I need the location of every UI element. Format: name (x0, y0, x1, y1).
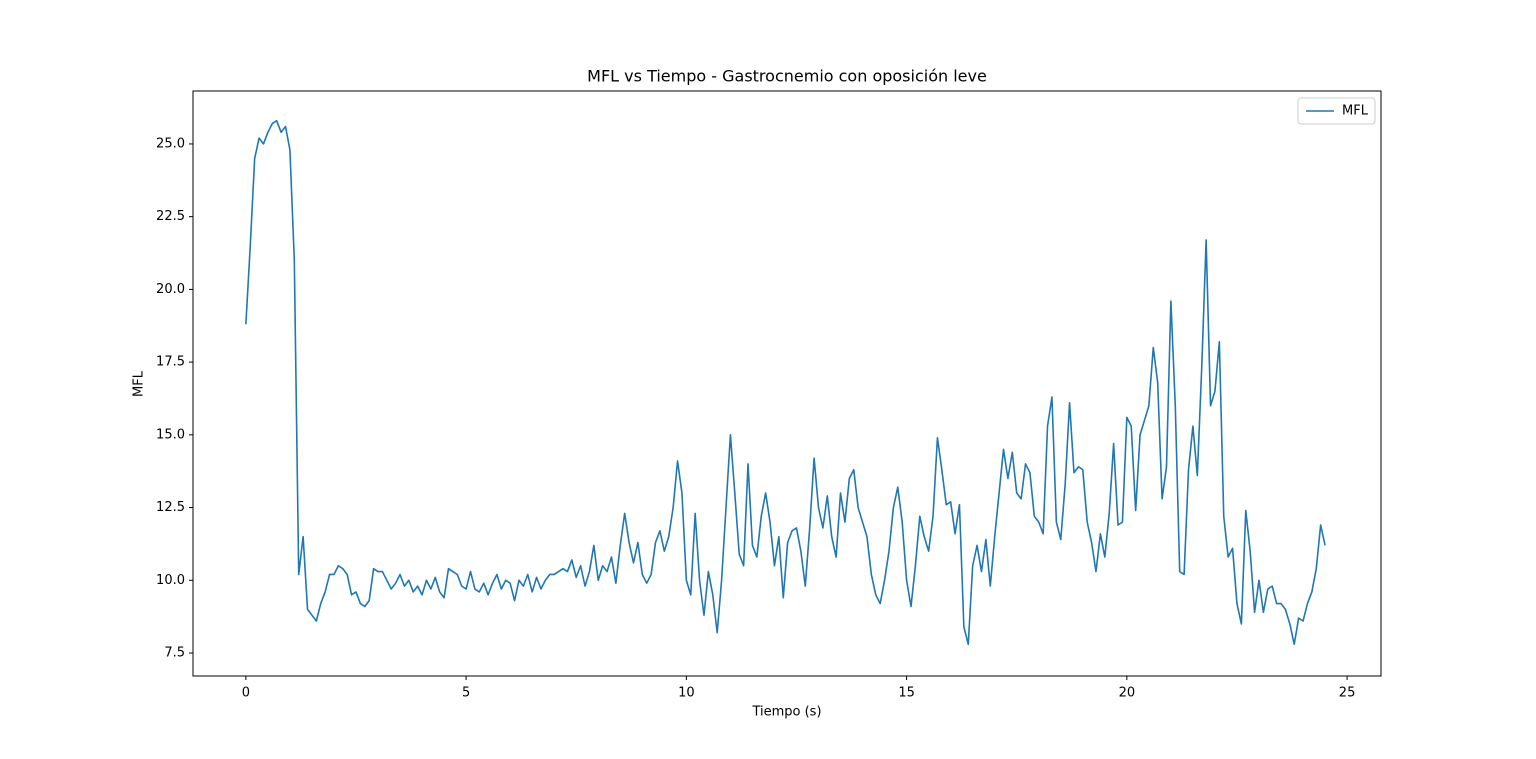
data-line (245, 119, 1326, 646)
y-tick-label: 17.5 (156, 355, 185, 370)
plot-area (245, 119, 1326, 646)
y-tick-label: 15.0 (156, 427, 185, 442)
legend-label: MFL (1342, 104, 1369, 119)
x-tick-label: 0 (242, 686, 250, 701)
chart-title: MFL vs Tiempo - Gastrocnemio con oposici… (587, 67, 987, 86)
y-tick-label: 22.5 (156, 209, 185, 224)
y-axis-label: MFL (132, 370, 147, 397)
y-tick-label: 12.5 (156, 500, 185, 515)
y-tick-label: 10.0 (156, 573, 185, 588)
x-tick-label: 25 (1339, 686, 1356, 701)
x-tick-label: 20 (1119, 686, 1136, 701)
x-axis-label: Tiempo (s) (751, 705, 821, 720)
x-tick-label: 10 (678, 686, 695, 701)
x-tick-label: 5 (462, 686, 470, 701)
y-tick-label: 20.0 (156, 282, 185, 297)
x-tick-label: 15 (898, 686, 915, 701)
y-tick-label: 7.5 (164, 646, 185, 661)
y-tick-label: 25.0 (156, 136, 185, 151)
legend-box (1297, 97, 1376, 125)
axes-frame (192, 90, 1382, 677)
